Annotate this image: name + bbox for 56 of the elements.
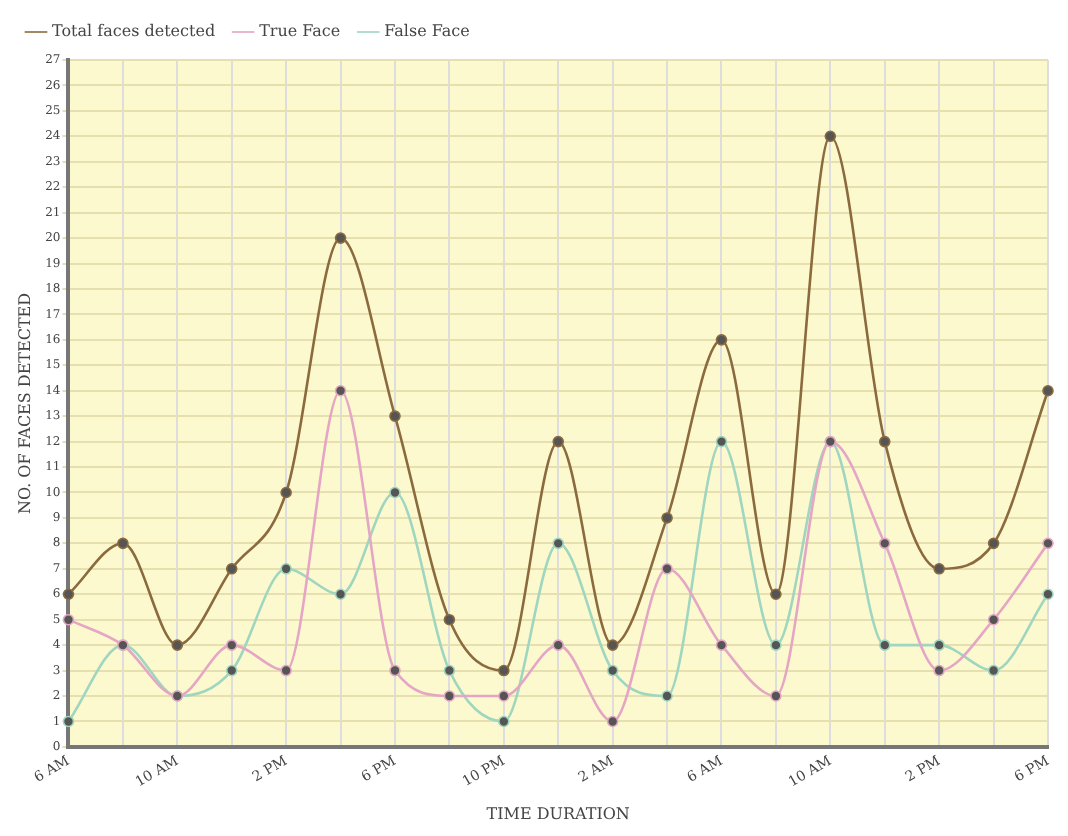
point: [770, 588, 782, 601]
point: [661, 563, 673, 575]
point: [1042, 588, 1054, 601]
point: [443, 690, 456, 702]
point: [987, 537, 1000, 550]
legend-label: False Face: [384, 22, 471, 41]
point: [933, 664, 945, 677]
point: [661, 690, 673, 702]
point: [389, 410, 401, 422]
point: [770, 639, 782, 651]
point: [661, 512, 673, 524]
legend-label: True Face: [259, 22, 341, 41]
point: [117, 537, 129, 550]
point: [1042, 537, 1054, 550]
point: [606, 664, 619, 677]
point: [225, 563, 238, 575]
point: [334, 384, 347, 397]
point: [933, 563, 945, 575]
point: [225, 639, 238, 651]
point: [715, 435, 728, 448]
point: [171, 639, 184, 651]
point: [878, 537, 891, 550]
point: [498, 690, 510, 702]
point: [389, 486, 401, 499]
y-axis-title: NO. OF FACES DETECTED: [15, 292, 34, 515]
point: [715, 334, 728, 346]
point: [1042, 384, 1054, 397]
point: [933, 639, 945, 651]
point: [280, 563, 292, 575]
point: [824, 130, 837, 143]
point: [389, 664, 401, 677]
point: [62, 715, 75, 728]
point: [715, 639, 728, 651]
point: [987, 613, 1000, 626]
point: [334, 588, 347, 601]
point: [987, 664, 1000, 677]
point: [552, 435, 565, 448]
point: [225, 664, 238, 677]
point: [878, 435, 891, 448]
point: [770, 690, 782, 702]
point: [878, 639, 891, 651]
point: [280, 486, 292, 499]
point: [280, 664, 292, 677]
x-axis-title: TIME DURATION: [486, 804, 630, 823]
point: [498, 664, 510, 677]
point: [606, 639, 619, 651]
point: [62, 588, 75, 601]
point: [443, 664, 456, 677]
point: [443, 613, 456, 626]
point: [552, 537, 565, 550]
legend-label: Total faces detected: [52, 22, 216, 41]
point: [334, 232, 347, 244]
point: [498, 715, 510, 728]
point: [552, 639, 565, 651]
point: [606, 715, 619, 728]
point: [62, 613, 75, 626]
